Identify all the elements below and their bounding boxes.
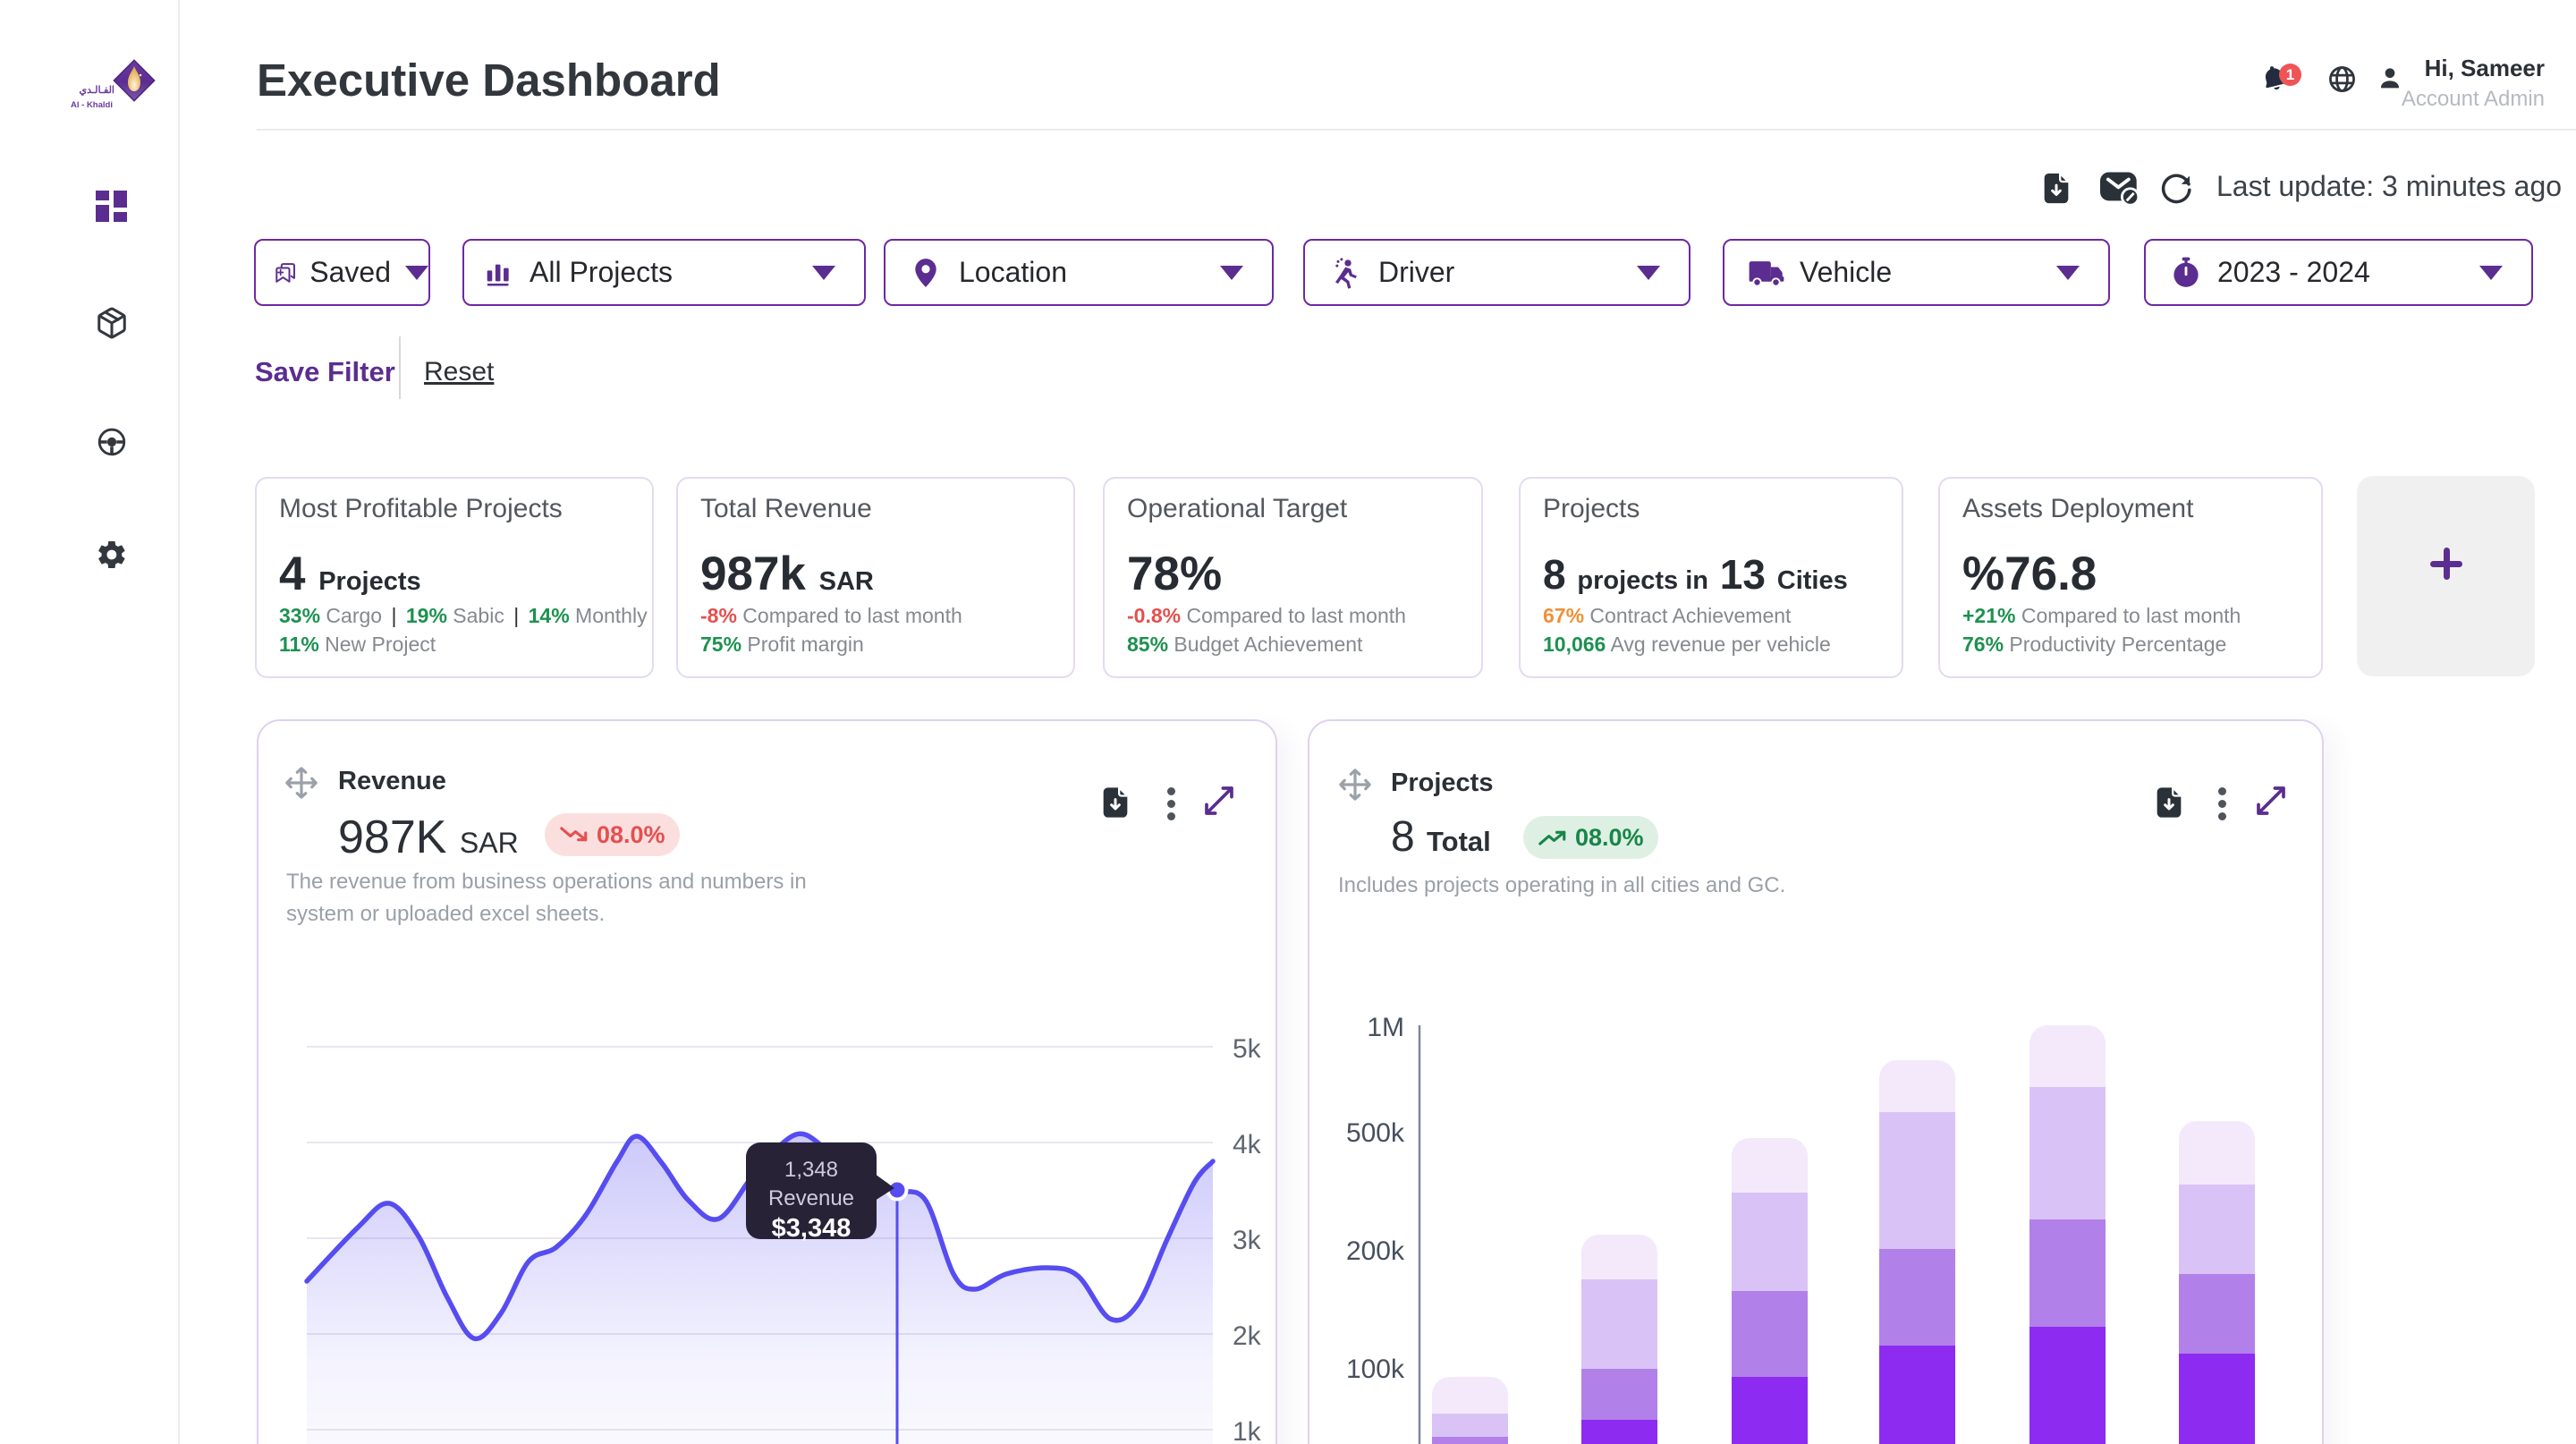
svg-text:100k: 100k <box>1346 1355 1405 1384</box>
svg-text:500k: 500k <box>1346 1118 1405 1148</box>
svg-text:2k: 2k <box>1233 1321 1262 1351</box>
svg-text:$3,348: $3,348 <box>772 1214 852 1243</box>
svg-text:5k: 5k <box>1233 1034 1262 1064</box>
svg-text:1,348: 1,348 <box>784 1158 838 1182</box>
svg-text:1M: 1M <box>1367 1013 1404 1042</box>
svg-text:3k: 3k <box>1233 1226 1262 1255</box>
svg-text:200k: 200k <box>1346 1236 1405 1266</box>
svg-text:Al - Khaldi: Al - Khaldi <box>71 100 113 110</box>
svg-text:1k: 1k <box>1233 1417 1262 1444</box>
svg-text:Revenue: Revenue <box>768 1186 854 1210</box>
svg-text:الفـالـدي: الفـالـدي <box>79 85 114 97</box>
svg-text:4k: 4k <box>1233 1130 1262 1159</box>
